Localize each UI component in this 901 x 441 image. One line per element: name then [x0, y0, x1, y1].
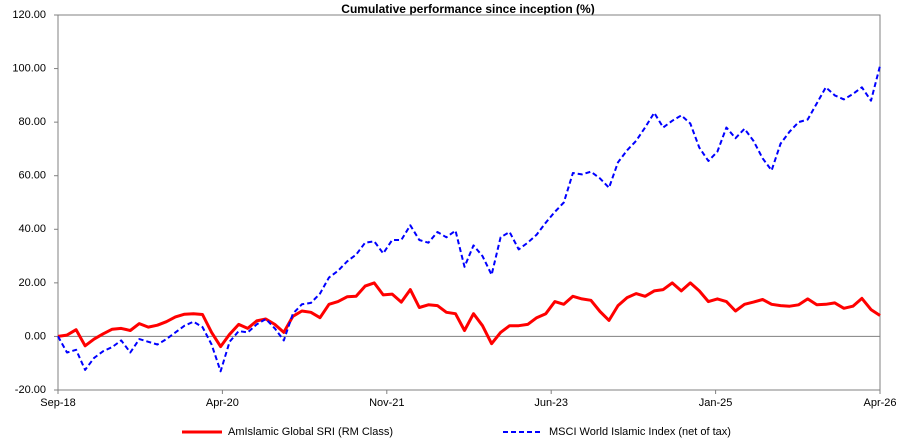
x-tick-label: Jun-23 [534, 397, 568, 409]
y-tick-label: 60.00 [18, 170, 46, 182]
x-tick-label: Nov-21 [369, 397, 404, 409]
series-line-msci [58, 66, 880, 371]
y-tick-label: 20.00 [18, 277, 46, 289]
plot-frame [58, 15, 880, 390]
x-tick-label: Jan-25 [699, 397, 733, 409]
chart-title: Cumulative performance since inception (… [341, 2, 594, 16]
y-axis-ticks: -20.00 0.00 20.00 40.00 60.00 80.00 100.00 120.… [12, 9, 58, 396]
y-tick-label: -20.00 [15, 384, 46, 396]
legend-label: MSCI World Islamic Index (net of tax) [549, 426, 731, 438]
x-tick-label: Sep-18 [40, 397, 75, 409]
y-tick-label: 0.00 [25, 330, 46, 342]
series-line-amislamic [58, 283, 880, 347]
y-tick-label: 80.00 [18, 116, 46, 128]
legend-item-amislamic: AmIslamic Global SRI (RM Class) [182, 426, 393, 438]
axes-group [58, 15, 880, 390]
y-tick-label: 120.00 [12, 9, 46, 21]
y-tick-label: 100.00 [12, 62, 46, 74]
series-lines [58, 66, 880, 371]
legend-item-msci: MSCI World Islamic Index (net of tax) [503, 426, 731, 438]
x-tick-label: Apr-20 [206, 397, 239, 409]
x-axis-ticks: Sep-18 Apr-20 Nov-21 Jun-23 Jan-25 Apr-26 [40, 390, 896, 409]
x-tick-label: Apr-26 [863, 397, 896, 409]
legend-label: AmIslamic Global SRI (RM Class) [228, 426, 393, 438]
legend: AmIslamic Global SRI (RM Class) MSCI Worl… [182, 426, 731, 438]
y-tick-label: 40.00 [18, 223, 46, 235]
